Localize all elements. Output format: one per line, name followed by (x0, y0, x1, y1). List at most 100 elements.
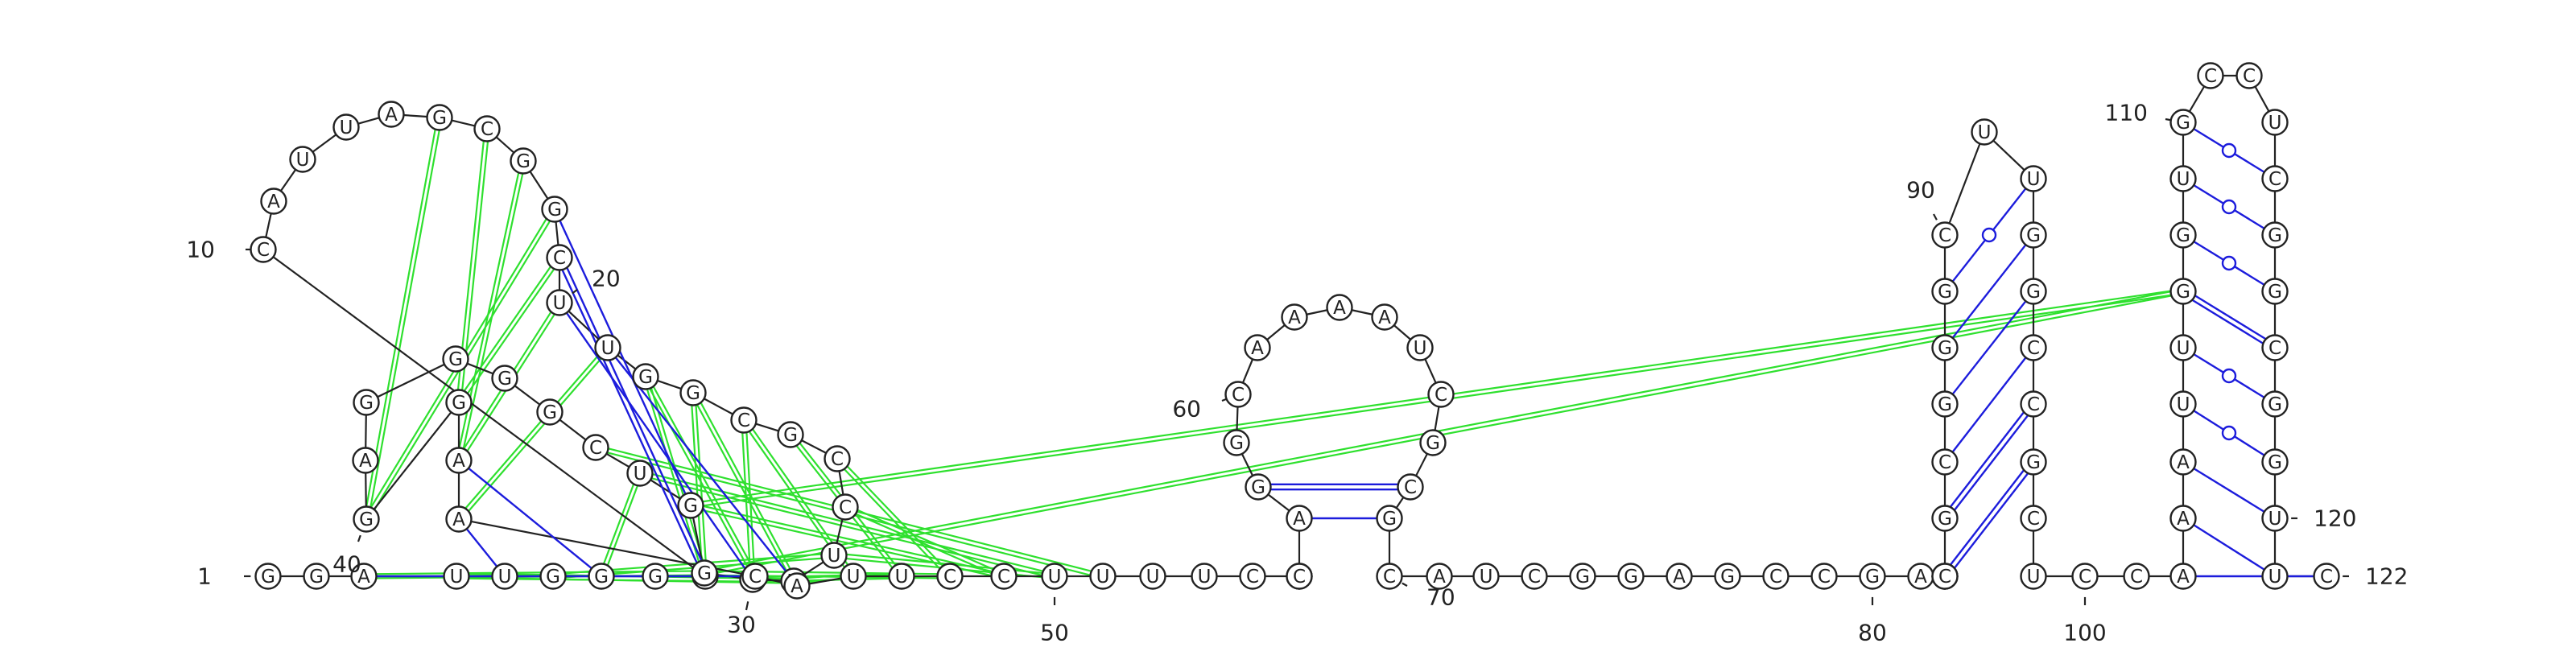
nucleotide-circle (491, 563, 518, 590)
nucleotide: C (2261, 165, 2289, 192)
nucleotide-circle (1239, 563, 1266, 590)
nucleotide-letter: G (2268, 282, 2282, 303)
backbone-segment (605, 452, 630, 468)
nucleotide: C (582, 434, 609, 461)
label-tick (572, 289, 578, 295)
nucleotide: C (1931, 448, 1959, 476)
nucleotide-circle (1617, 563, 1645, 590)
nucleotide-letter: U (2177, 338, 2190, 359)
nucleotide-circle (1931, 334, 1959, 361)
backbone-segment (803, 561, 824, 575)
backbone-segment (836, 518, 844, 544)
nucleotide-letter: G (546, 567, 560, 588)
wobble-pair-marker (2221, 255, 2237, 271)
nucleotide-circle (1666, 563, 1693, 590)
nucleotide-circle (1859, 563, 1886, 590)
nucleotide-circle (1931, 505, 1959, 532)
nucleotide-letter: C (2130, 567, 2143, 588)
nucleotide: G (353, 505, 380, 533)
nucleotide-circle (250, 236, 277, 263)
backbone-segment (1948, 143, 1981, 224)
nucleotide: G (541, 196, 568, 223)
nucleotide: U (594, 334, 621, 361)
nucleotide: G (1376, 505, 1403, 532)
nucleotide-letter: G (2026, 452, 2041, 473)
nucleotide: U (2169, 165, 2197, 192)
nucleotide: G (353, 389, 380, 416)
nucleotide-circle (888, 563, 915, 590)
nucleotide: C (2123, 563, 2150, 590)
nucleotide-letter: G (638, 367, 653, 388)
backbone-segment (272, 256, 696, 570)
pseudoknot-line (745, 432, 755, 567)
pseudoknot-line (602, 484, 635, 564)
nucleotide-circle (1714, 563, 1741, 590)
nucleotide: A (445, 447, 473, 474)
nucleotide: A (378, 101, 405, 128)
base-pair-au (614, 357, 787, 572)
nucleotide-letter: G (1720, 567, 1735, 588)
nucleotide: A (2169, 505, 2197, 532)
nucleotide-circle (1224, 381, 1252, 408)
nucleotide: U (2261, 109, 2289, 136)
nucleotide-letter: G (1938, 509, 1952, 530)
backbone-segment (1415, 453, 1428, 476)
nucleotide: G (1419, 429, 1447, 456)
nucleotide-circle (546, 244, 573, 271)
backbone-segment (514, 385, 541, 406)
nucleotide: G (1617, 563, 1645, 590)
nucleotide: U (820, 542, 848, 569)
nucleotide: C (473, 115, 501, 142)
nucleotide: U (289, 146, 316, 173)
nucleotide-circle (1406, 334, 1434, 361)
nucleotide-circle (1286, 505, 1313, 532)
nucleotide-letter: A (2177, 567, 2190, 588)
nucleotide: C (1810, 563, 1838, 590)
base-pair-gc (2194, 295, 2267, 340)
nucleotide-circle (1371, 303, 1398, 331)
nucleotide-circle (1931, 221, 1959, 249)
nucleotide: A (260, 188, 287, 215)
base-pair-gc (2191, 299, 2264, 344)
nucleotide-circle (691, 559, 718, 587)
nucleotide-circle (1521, 563, 1548, 590)
nucleotide-circle (2020, 390, 2047, 418)
nucleotide-circle (2197, 62, 2224, 89)
position-label: 30 (727, 612, 756, 638)
nucleotide-circle (820, 542, 848, 569)
nucleotide-letter: U (634, 464, 647, 485)
nucleotide-circle (541, 196, 568, 223)
nucleotide: C (1931, 221, 1959, 249)
pseudoknot-line (716, 291, 2171, 570)
nucleotide: U (2169, 390, 2197, 418)
pseudoknot-line (606, 485, 639, 566)
base-pair-gc (566, 267, 703, 562)
nucleotide-circle (254, 563, 282, 590)
nucleotide: G (2020, 448, 2047, 476)
nucleotide-circle (642, 563, 669, 590)
nucleotide-letter: G (1251, 477, 1265, 498)
nucleotide-circle (1810, 563, 1838, 590)
nucleotide: C (1376, 563, 1403, 590)
nucleotide-letter: A (385, 105, 398, 126)
nucleotide: G (1931, 334, 1959, 361)
nucleotide-circle (442, 345, 469, 373)
nucleotide-letter: G (1575, 567, 1590, 588)
pseudoknot-interactions (365, 129, 2172, 584)
nucleotide-letter: U (1414, 338, 1427, 359)
pseudoknot-line (651, 477, 1042, 576)
nucleotide: C (2313, 563, 2340, 590)
nucleotide: U (2261, 563, 2289, 590)
backbone-segment (1992, 139, 2025, 171)
nucleotide-letter: A (1293, 509, 1306, 530)
nucleotide: C (730, 406, 758, 434)
nucleotide-circle (840, 563, 867, 590)
backbone-segment (377, 363, 445, 398)
nucleotide: G (254, 563, 282, 590)
backbone-segment (373, 411, 452, 510)
nucleotide-letter: C (1938, 567, 1951, 588)
nucleotide-circle (588, 563, 615, 590)
nucleotide-circle (350, 563, 378, 590)
nucleotide-circle (2261, 563, 2289, 590)
position-label: 1 (197, 563, 212, 590)
